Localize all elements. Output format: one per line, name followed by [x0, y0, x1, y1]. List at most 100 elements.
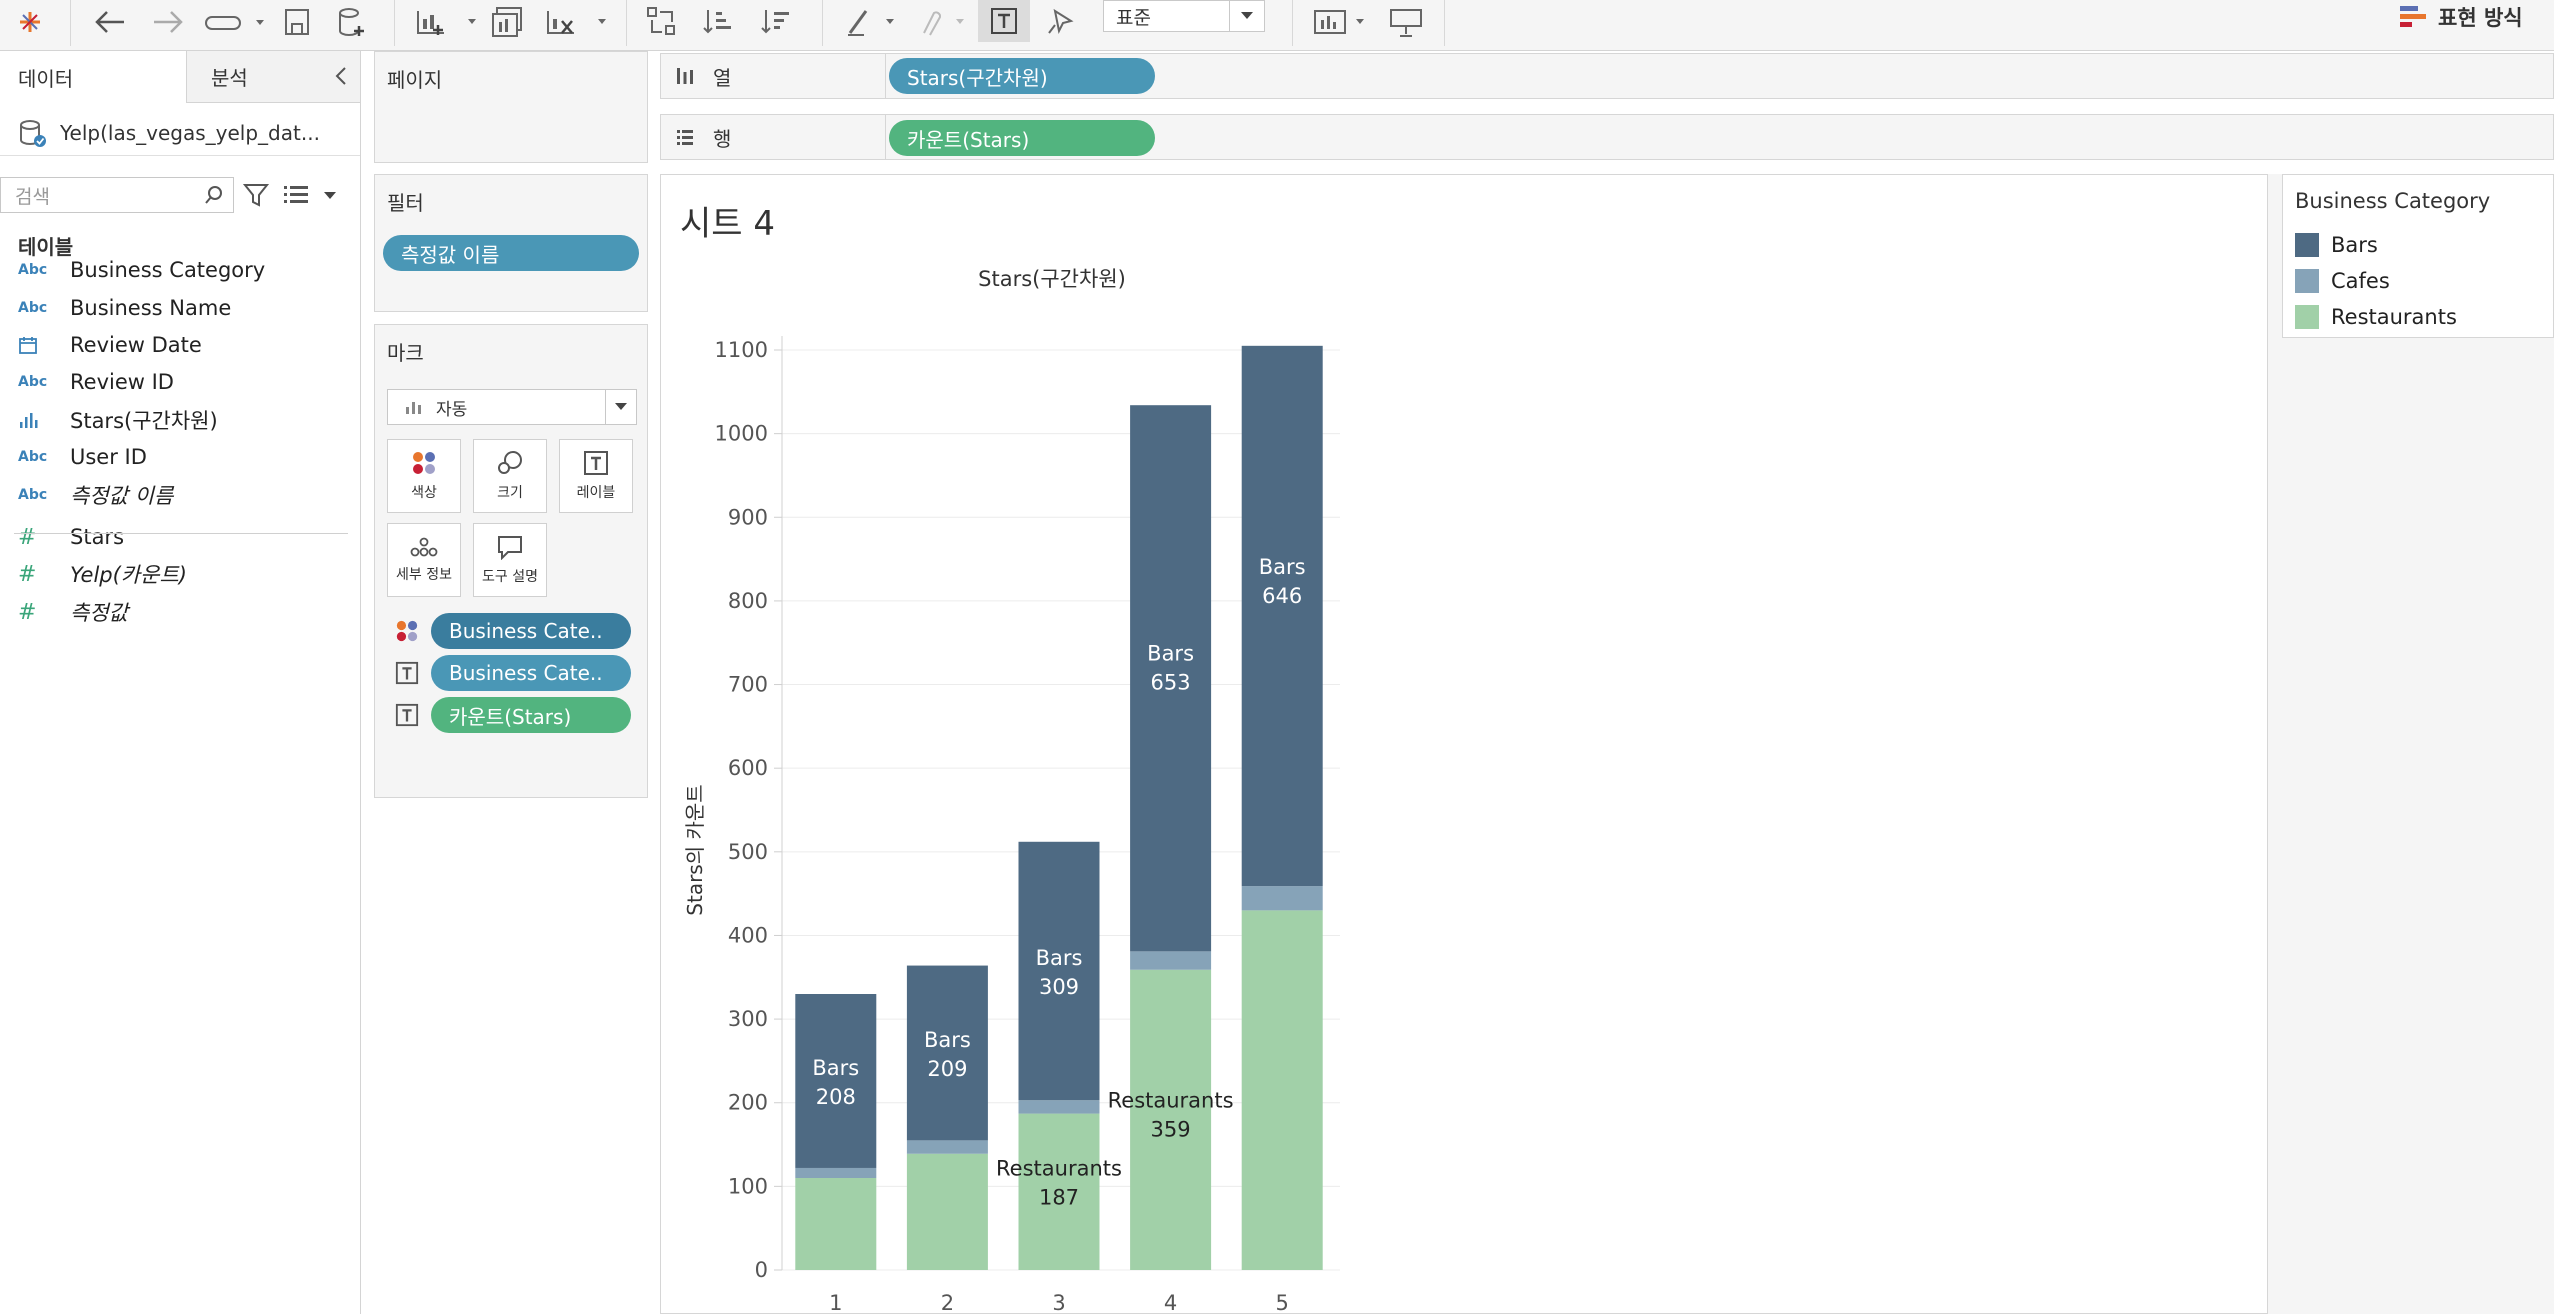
- filter-pill[interactable]: 측정값 이름: [383, 235, 639, 271]
- clear-sheet-icon[interactable]: [542, 4, 612, 40]
- field-name: Review ID: [70, 370, 174, 394]
- tab-analysis[interactable]: 분석: [186, 51, 360, 103]
- legend-item-bars[interactable]: Bars: [2295, 231, 2378, 259]
- swap-rows-columns-icon[interactable]: [644, 4, 680, 40]
- datasource-item[interactable]: Yelp(las_vegas_yelp_dat...: [18, 111, 348, 155]
- color-label: 색상: [411, 485, 437, 501]
- presentation-mode-icon[interactable]: [1386, 4, 1426, 40]
- rows-pill[interactable]: 카운트(Stars): [889, 120, 1155, 156]
- group-members-icon[interactable]: [912, 4, 972, 40]
- tab-data[interactable]: 데이터: [18, 66, 74, 91]
- field-name: User ID: [70, 445, 147, 469]
- show-cards-icon[interactable]: [1310, 4, 1372, 40]
- field-item[interactable]: Abc 측정값 이름: [18, 477, 173, 513]
- x-tick-label: 3: [1052, 1291, 1065, 1314]
- list-view-icon[interactable]: [282, 181, 312, 213]
- bar-segment-bars[interactable]: [795, 994, 877, 1168]
- rows-icon: [677, 130, 693, 145]
- field-item[interactable]: Stars(구간차원): [18, 402, 218, 438]
- collapse-pane-icon[interactable]: [334, 65, 348, 92]
- sort-ascending-icon[interactable]: [700, 4, 736, 40]
- size-button[interactable]: 크기: [473, 439, 547, 513]
- field-item[interactable]: # Yelp(카운트): [18, 556, 187, 592]
- y-tick-label: 600: [728, 756, 768, 780]
- bar-segment-cafes[interactable]: [795, 1167, 877, 1178]
- pin-axes-icon[interactable]: [1042, 4, 1078, 40]
- chevron-down-icon[interactable]: [322, 187, 338, 206]
- save-icon[interactable]: [280, 4, 314, 40]
- color-button[interactable]: 색상: [387, 439, 461, 513]
- datasource-refresh-icon[interactable]: [200, 4, 270, 40]
- new-datasource-icon[interactable]: [334, 4, 370, 40]
- highlight-icon[interactable]: [842, 4, 902, 40]
- bar-segment-bars[interactable]: [1241, 345, 1323, 887]
- pages-title: 페이지: [387, 68, 443, 92]
- columns-shelf-label: 열: [675, 54, 731, 98]
- color-pill[interactable]: Business Cate..: [431, 613, 631, 649]
- bar-segment-bars[interactable]: [1130, 405, 1212, 952]
- field-item[interactable]: # 측정값: [18, 594, 128, 630]
- field-item[interactable]: Abc Review ID: [18, 364, 174, 400]
- bar-label-name: Bars: [1259, 555, 1306, 579]
- bar-segment-restaurants[interactable]: [1130, 969, 1212, 1270]
- number-type-icon: #: [18, 524, 37, 550]
- fit-select[interactable]: 표준: [1103, 0, 1265, 32]
- label-encoding-icon: [395, 703, 419, 731]
- field-item[interactable]: Abc Business Category: [18, 252, 265, 288]
- bar-segment-restaurants[interactable]: [1241, 910, 1323, 1270]
- string-type-icon: Abc: [18, 487, 48, 503]
- field-item[interactable]: Abc User ID: [18, 439, 147, 475]
- bar-label-name: Bars: [924, 1028, 971, 1052]
- filter-icon[interactable]: [242, 181, 270, 213]
- side-pane: [2282, 338, 2554, 1314]
- label-pill-count[interactable]: 카운트(Stars): [431, 697, 631, 733]
- bar-segment-cafes[interactable]: [1018, 1100, 1100, 1114]
- label-pill[interactable]: Business Cate..: [431, 655, 631, 691]
- undo-icon[interactable]: [90, 4, 130, 40]
- bar-segment-bars[interactable]: [1018, 841, 1100, 1101]
- sort-descending-icon[interactable]: [758, 4, 794, 40]
- y-tick-label: 300: [728, 1007, 768, 1031]
- legend-swatch: [2295, 233, 2319, 257]
- bar-label-value: 359: [1151, 1118, 1191, 1142]
- field-item[interactable]: Abc Business Name: [18, 290, 231, 326]
- mark-type-value: 자동: [436, 399, 468, 420]
- legend-label: Bars: [2331, 233, 2378, 257]
- search-input[interactable]: 검색: [0, 177, 234, 213]
- field-name: Business Category: [70, 258, 266, 282]
- gap: [2268, 174, 2282, 1314]
- bar-segment-cafes[interactable]: [1241, 886, 1323, 911]
- bar-segment-restaurants[interactable]: [795, 1178, 877, 1270]
- detail-button[interactable]: 세부 정보: [387, 523, 461, 597]
- number-type-icon: #: [18, 561, 37, 587]
- duplicate-sheet-icon[interactable]: [488, 4, 528, 40]
- bar-label-name: Bars: [1147, 641, 1194, 665]
- bar-segment-restaurants[interactable]: [906, 1153, 988, 1270]
- field-item[interactable]: Review Date: [18, 327, 202, 363]
- legend-item-restaurants[interactable]: Restaurants: [2295, 303, 2457, 331]
- sheet-title: 시트 4: [680, 204, 775, 244]
- color-encoding-icon: [395, 619, 419, 647]
- columns-shelf[interactable]: 열 Stars(구간차원): [660, 53, 2554, 99]
- y-tick-label: 400: [728, 923, 768, 947]
- y-tick-label: 200: [728, 1091, 768, 1115]
- bar-segment-restaurants[interactable]: [1018, 1113, 1100, 1270]
- mark-type-select[interactable]: 자동: [387, 389, 637, 425]
- rows-shelf[interactable]: 행 카운트(Stars): [660, 114, 2554, 160]
- new-worksheet-icon[interactable]: [412, 4, 482, 40]
- bar-label-value: 653: [1151, 670, 1191, 694]
- show-me-label: 표현 방식: [2438, 6, 2523, 30]
- show-me-button[interactable]: 표현 방식: [2398, 0, 2523, 34]
- bar-segment-cafes[interactable]: [906, 1140, 988, 1154]
- label-button[interactable]: 레이블: [559, 439, 633, 513]
- bar-segment-cafes[interactable]: [1130, 951, 1212, 970]
- bar-chart: Stars(구간차원) Stars의 카운트 0 100 200 300 400 500 6…: [683, 267, 1340, 1314]
- field-item[interactable]: # Stars: [18, 519, 124, 555]
- show-mark-labels-icon[interactable]: [978, 0, 1030, 42]
- redo-icon[interactable]: [148, 4, 188, 40]
- columns-pill[interactable]: Stars(구간차원): [889, 58, 1155, 94]
- tooltip-button[interactable]: 도구 설명: [473, 523, 547, 597]
- tableau-logo-icon[interactable]: [12, 4, 48, 40]
- bar-segment-bars[interactable]: [906, 965, 988, 1141]
- legend-item-cafes[interactable]: Cafes: [2295, 267, 2390, 295]
